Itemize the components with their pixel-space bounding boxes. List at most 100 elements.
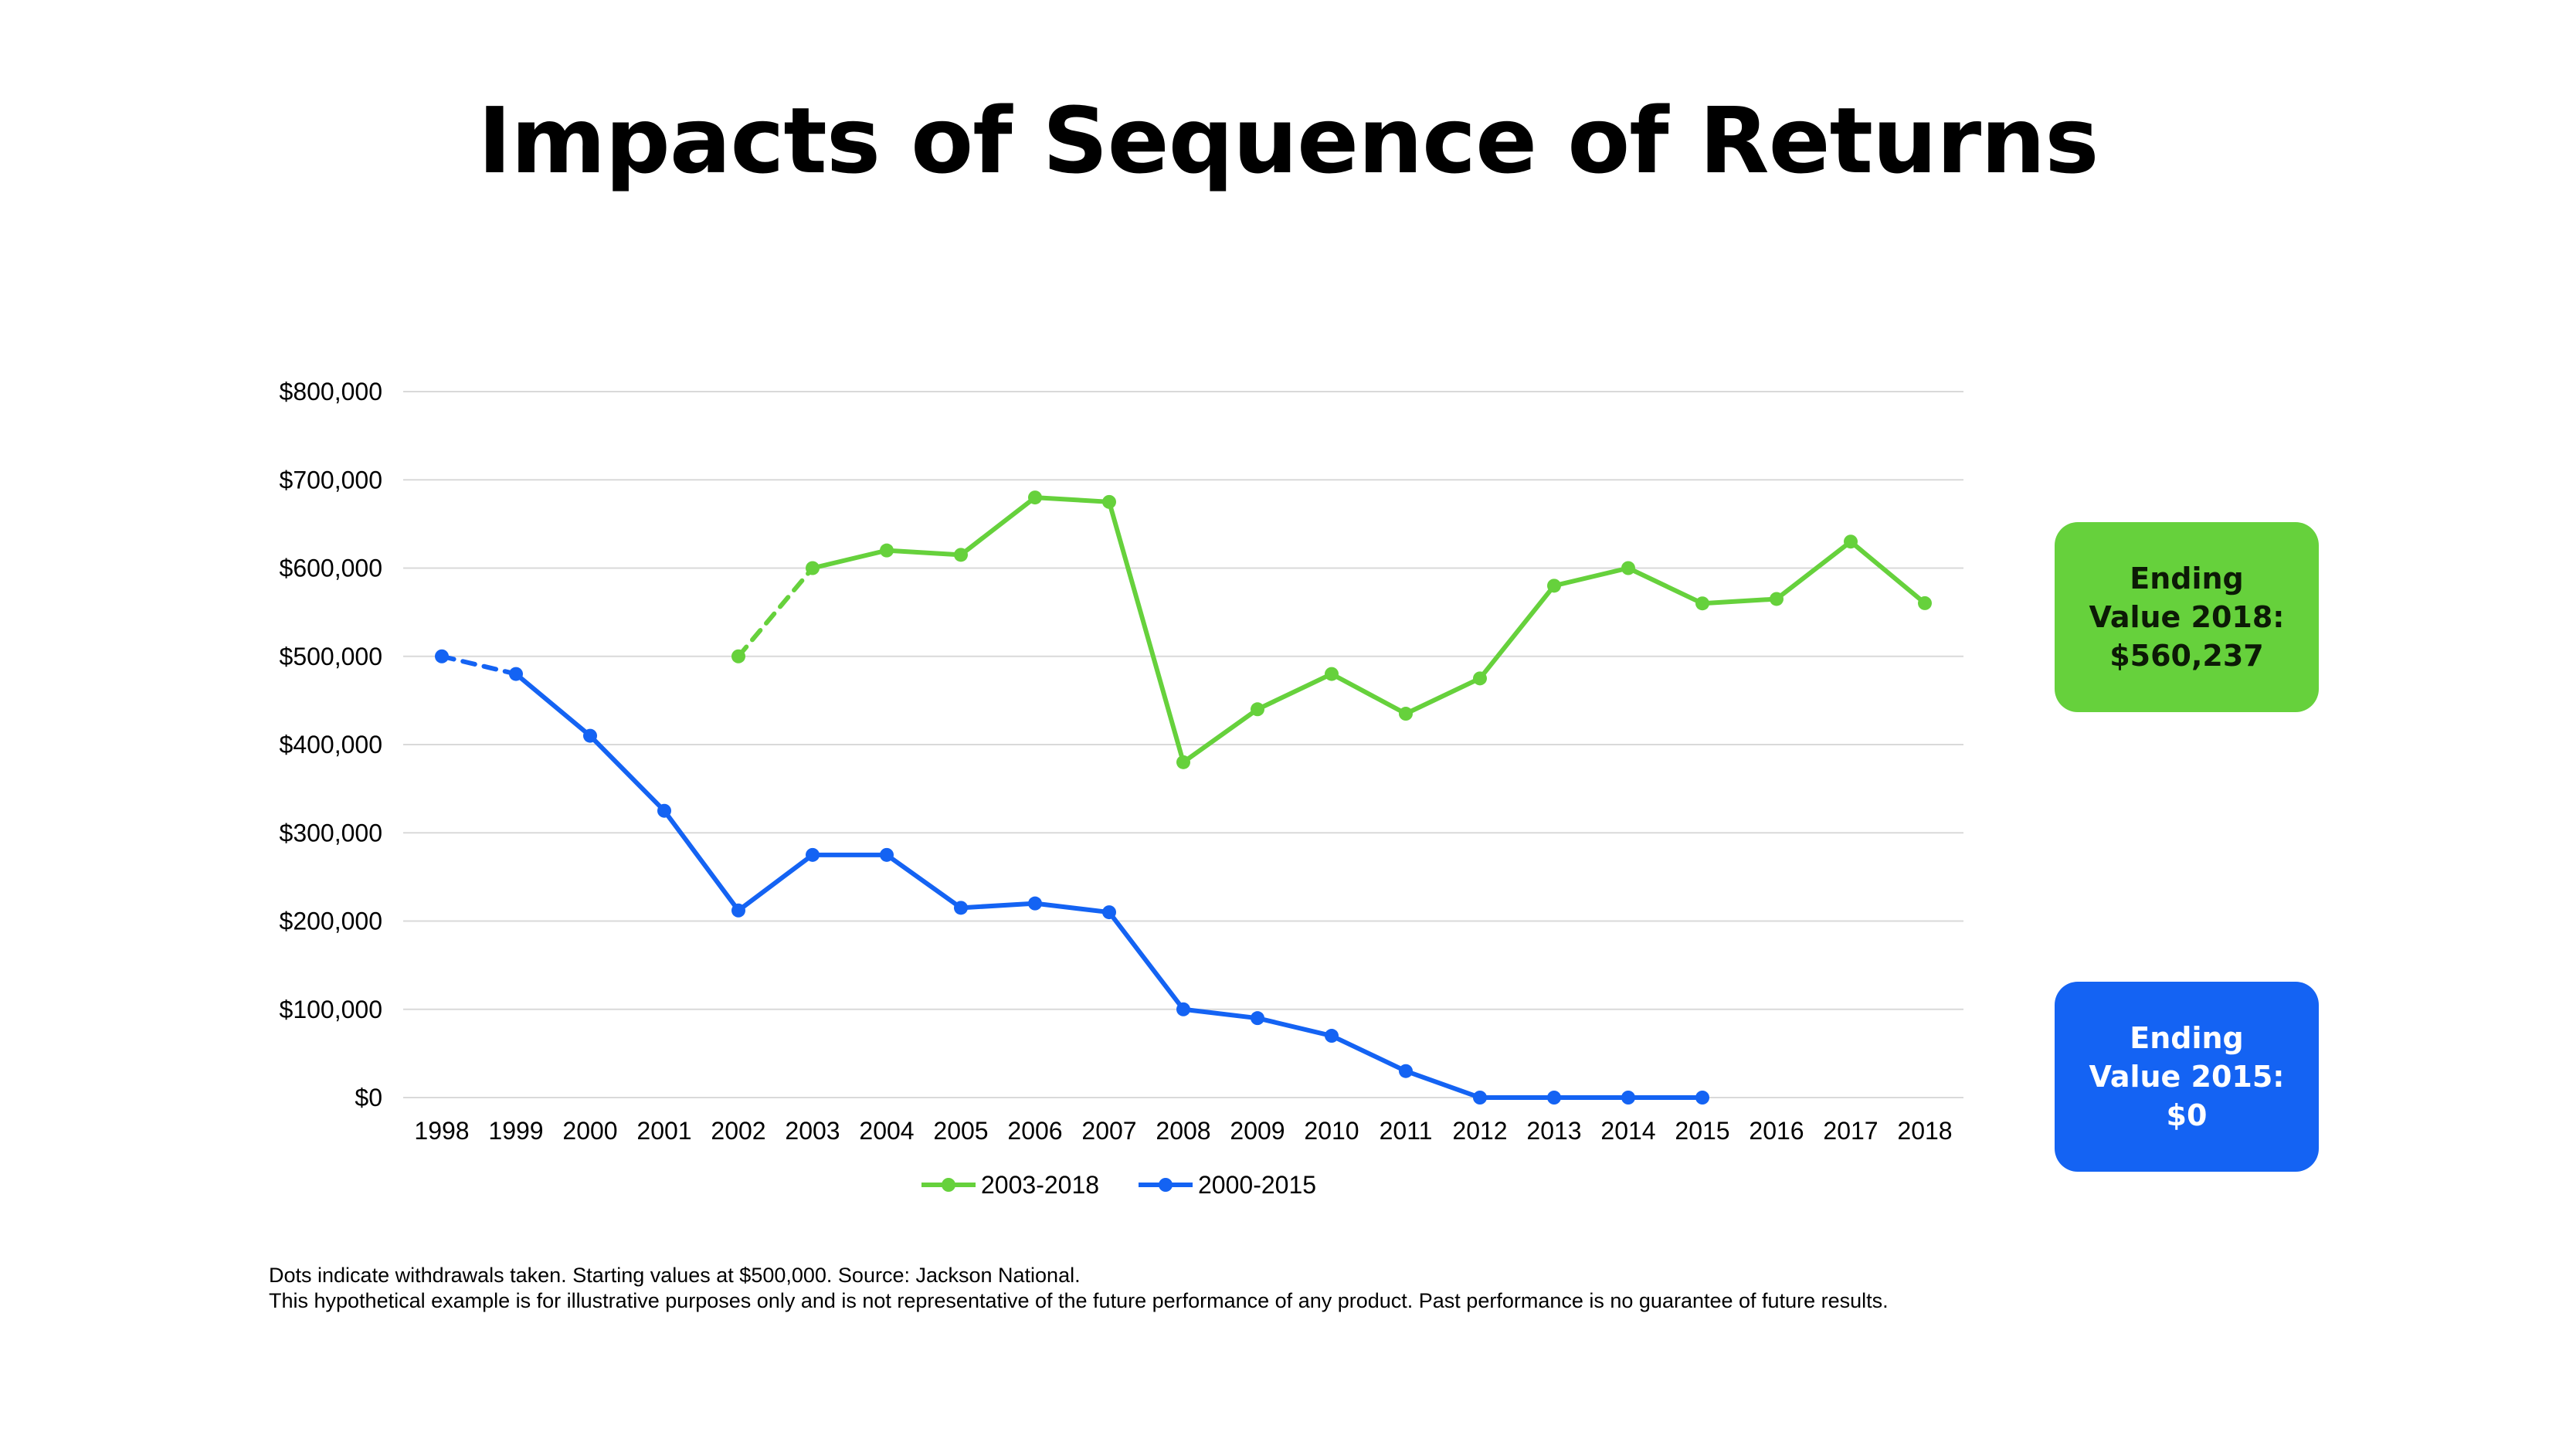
ending-value-2015-callout: Ending Value 2015: $0 xyxy=(2055,982,2319,1172)
y-tick-label: $300,000 xyxy=(280,819,382,847)
series-segment xyxy=(1478,583,1556,681)
y-tick-label: $0 xyxy=(355,1084,382,1111)
y-tick-label: $500,000 xyxy=(280,643,382,670)
page-title: Impacts of Sequence of Returns xyxy=(477,87,2099,194)
data-point xyxy=(1176,1002,1190,1016)
y-tick-label: $800,000 xyxy=(280,378,382,406)
x-tick-label: 2006 xyxy=(1007,1117,1062,1145)
x-tick-label: 2014 xyxy=(1600,1117,1655,1145)
data-point xyxy=(1547,1091,1561,1105)
data-point xyxy=(1621,561,1635,575)
x-tick-label: 2009 xyxy=(1230,1117,1285,1145)
legend-label: 2000-2015 xyxy=(1198,1171,1316,1199)
data-point xyxy=(1251,1011,1264,1026)
series-segment xyxy=(959,901,1037,911)
series-segment xyxy=(959,495,1037,558)
series-segment xyxy=(514,671,592,738)
legend-swatch-marker xyxy=(1159,1178,1173,1192)
data-point xyxy=(880,543,894,558)
series-segment-dashed xyxy=(440,653,518,677)
series-segment xyxy=(1403,1068,1482,1100)
data-point xyxy=(1325,1029,1339,1043)
legend: 2003-2018 2000-2015 xyxy=(921,1171,1316,1199)
x-tick-label: 2008 xyxy=(1156,1117,1210,1145)
data-point xyxy=(1695,1091,1709,1105)
data-point xyxy=(657,803,671,818)
series-segment xyxy=(1107,910,1186,1012)
legend-item: 2003-2018 xyxy=(921,1171,1099,1199)
x-tick-label: 2013 xyxy=(1526,1117,1581,1145)
data-point xyxy=(1621,1091,1635,1105)
data-point xyxy=(1547,579,1561,593)
series-segment xyxy=(884,852,963,911)
data-point xyxy=(1695,596,1709,611)
y-tick-label: $100,000 xyxy=(280,996,382,1023)
x-tick-label: 2015 xyxy=(1675,1117,1729,1145)
series-segment xyxy=(1033,901,1112,915)
x-tick-label: 2001 xyxy=(636,1117,691,1145)
data-point xyxy=(806,847,820,862)
x-tick-label: 2016 xyxy=(1749,1117,1804,1145)
data-point xyxy=(435,649,449,663)
data-point xyxy=(1028,896,1042,911)
footnote-disclaimer: This hypothetical example is for illustr… xyxy=(269,1289,1889,1312)
data-point xyxy=(583,728,597,743)
data-point xyxy=(1325,667,1339,681)
y-tick-label: $700,000 xyxy=(280,466,382,494)
footnote-source: Dots indicate withdrawals taken. Startin… xyxy=(269,1264,1081,1287)
x-tick-label: 1998 xyxy=(414,1117,469,1145)
series-segment xyxy=(810,548,889,571)
series-segment xyxy=(1033,495,1112,504)
gridlines xyxy=(403,391,1963,1098)
series-segment xyxy=(884,548,963,558)
data-point xyxy=(1473,671,1487,686)
y-tick-label: $600,000 xyxy=(280,555,382,582)
data-point xyxy=(1102,905,1116,920)
x-tick-label: 2012 xyxy=(1452,1117,1507,1145)
y-tick-label: $400,000 xyxy=(280,731,382,758)
data-point xyxy=(1251,702,1264,717)
data-point xyxy=(1844,534,1858,549)
x-axis-tick-labels: 1998 1999 2000 2001 2002 2003 2004 2005 2006 2007… xyxy=(414,1117,1952,1145)
data-point xyxy=(806,561,820,575)
x-tick-label: 2005 xyxy=(933,1117,988,1145)
data-series xyxy=(435,490,1932,1105)
series-segment xyxy=(1403,676,1482,717)
x-tick-label: 2004 xyxy=(859,1117,914,1145)
x-tick-label: 2003 xyxy=(785,1117,840,1145)
data-point xyxy=(954,548,968,562)
data-point xyxy=(509,667,523,681)
series-segment xyxy=(1848,539,1927,606)
x-tick-label: 2000 xyxy=(562,1117,617,1145)
x-tick-label: 2002 xyxy=(711,1117,765,1145)
data-point xyxy=(1770,592,1784,606)
legend-swatch-marker xyxy=(942,1178,955,1192)
data-point xyxy=(1176,755,1190,769)
data-point xyxy=(731,649,745,663)
data-point xyxy=(1399,707,1413,721)
ending-value-2018-callout: Ending Value 2018: $560,237 xyxy=(2055,522,2319,712)
data-point xyxy=(1918,596,1932,610)
series-segment xyxy=(1255,1016,1334,1039)
x-tick-label: 2010 xyxy=(1304,1117,1359,1145)
x-tick-label: 2011 xyxy=(1380,1117,1433,1145)
series-segment xyxy=(1626,565,1705,606)
series-segment xyxy=(1255,671,1334,712)
y-axis-tick-labels: $0 $100,000 $200,000 $300,000 $400,000 $500,0… xyxy=(280,378,382,1111)
series-segment xyxy=(1329,671,1408,717)
data-point xyxy=(880,847,894,862)
series-segment xyxy=(736,852,815,913)
data-point xyxy=(731,903,745,918)
series-segment-dashed xyxy=(736,565,815,659)
data-point xyxy=(1102,494,1116,509)
series-segment xyxy=(662,808,741,913)
series-2003-2018 xyxy=(731,490,1932,769)
data-point xyxy=(954,901,968,915)
x-tick-label: 1999 xyxy=(488,1117,543,1145)
series-segment xyxy=(588,733,667,813)
series-segment xyxy=(1774,539,1853,602)
legend-label: 2003-2018 xyxy=(981,1171,1099,1199)
data-point xyxy=(1473,1091,1487,1105)
data-point xyxy=(1028,490,1042,505)
